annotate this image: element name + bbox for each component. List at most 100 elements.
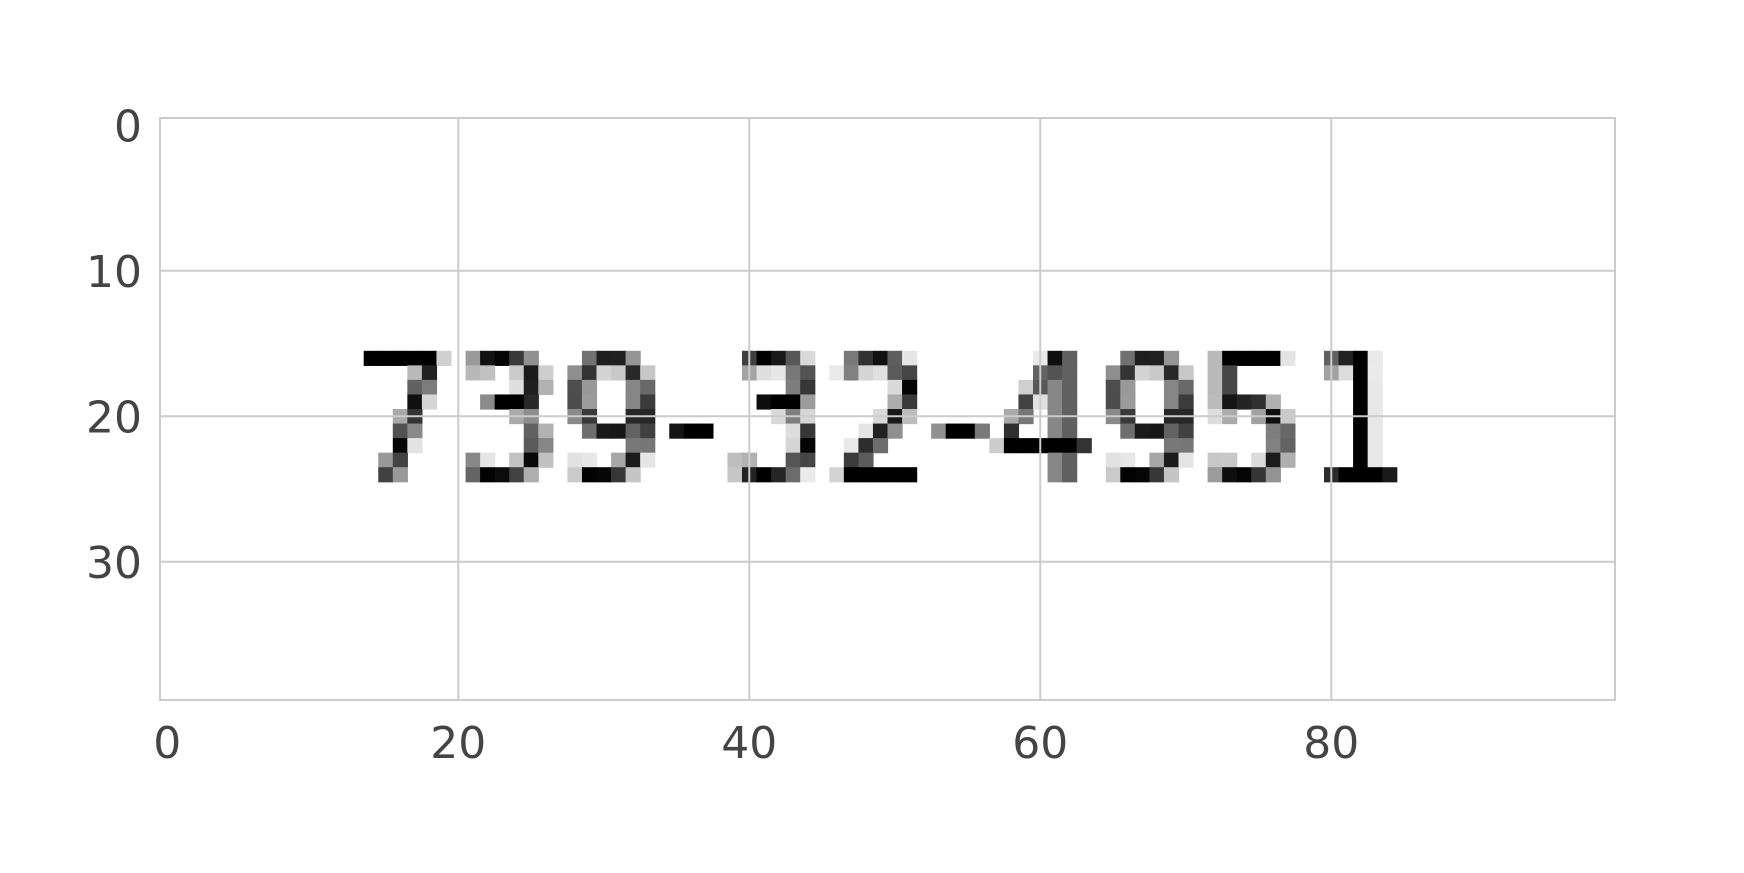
image-pixel [858,423,874,439]
image-pixel [1062,394,1078,410]
image-pixel [625,379,641,396]
image-pixel [640,379,656,396]
image-pixel [1353,467,1369,483]
image-pixel [1163,452,1180,468]
image-pixel [581,365,598,381]
image-pixel [1047,438,1063,454]
image-pixel [1149,365,1165,381]
image-pixel [1018,394,1034,410]
image-pixel [1280,423,1296,439]
axes-frame [159,117,1616,701]
image-pixel [480,452,496,468]
image-pixel [625,365,641,381]
image-pixel [581,394,598,410]
image-pixel [843,467,859,483]
image-pixel [829,467,845,483]
image-pixel [785,350,801,366]
image-pixel [611,350,627,366]
image-pixel [872,467,889,483]
image-pixel [1353,394,1369,410]
image-pixel [596,365,612,381]
image-pixel [1003,438,1020,454]
image-pixel [538,379,554,396]
image-pixel [727,452,743,468]
image-pixel [858,438,874,454]
image-pixel [1062,467,1078,483]
image-pixel [465,365,481,381]
image-pixel [1265,467,1281,483]
image-pixel [1047,379,1063,396]
image-pixel [1353,452,1369,468]
image-pixel [407,350,423,366]
image-pixel [1236,467,1252,483]
image-pixel [1222,350,1238,366]
image-pixel [1207,365,1223,381]
image-pixel [1367,452,1383,468]
image-pixel [392,452,408,468]
image-pixel [1236,394,1252,410]
image-pixel [494,394,510,410]
image-pixel [625,423,641,439]
image-pixel [421,350,438,366]
image-pixel [1003,423,1020,439]
image-pixel [407,423,423,439]
image-pixel [509,452,525,468]
image-pixel [611,452,627,468]
image-pixel [465,467,481,483]
image-pixel [1280,438,1296,454]
image-pixel [407,394,423,410]
image-pixel [1338,365,1354,381]
gridlines [160,118,1615,700]
image-pixel [1062,452,1078,468]
image-pixel [509,365,525,381]
image-pixel [800,452,816,468]
image-pixel [800,394,816,410]
image-pixel [392,423,408,439]
image-pixel [1251,394,1267,410]
image-pixel [509,379,525,396]
image-pixel [625,452,641,468]
image-pixel [858,350,874,366]
image-pixel [581,379,598,396]
image-pixel [392,467,408,483]
image-pixel [887,423,903,439]
image-pixel [785,438,801,454]
image-pixel [1207,379,1223,396]
image-pixel [640,438,656,454]
image-pixel [1353,438,1369,454]
image-pixel [1280,452,1296,468]
image-pixel [523,350,539,366]
image-pixel [1047,452,1063,468]
image-pixel [785,467,801,483]
image-pixel [1134,467,1150,483]
image-pixel [1163,379,1180,396]
image-pixel [1251,350,1267,366]
image-pixel [1367,394,1383,410]
image-pixel [858,452,874,468]
image-pixel [902,394,918,410]
image-pixel [407,379,423,396]
image-pixel [538,423,554,439]
image-pixel [756,467,772,483]
image-pixel [611,365,627,381]
image-pixel [1207,452,1223,468]
image-pixel [683,423,699,439]
image-pixel [800,438,816,454]
image-pixel [1120,423,1136,439]
image-pixel [800,467,816,483]
image-pixel [858,365,874,381]
y-tick-label: 0 [114,101,142,152]
image-pixel [785,452,801,468]
image-pixel [480,365,496,381]
image-pixel [669,423,685,439]
image-pixel [1105,452,1121,468]
image-pixel [1120,379,1136,396]
image-pixel [1163,438,1180,454]
image-pixel [465,452,481,468]
image-pixel [1163,394,1180,410]
image-pixel [960,423,976,439]
image-pixel [1134,350,1150,366]
image-pixel [1149,467,1165,483]
image-pixel [640,394,656,410]
image-pixel [596,423,612,439]
